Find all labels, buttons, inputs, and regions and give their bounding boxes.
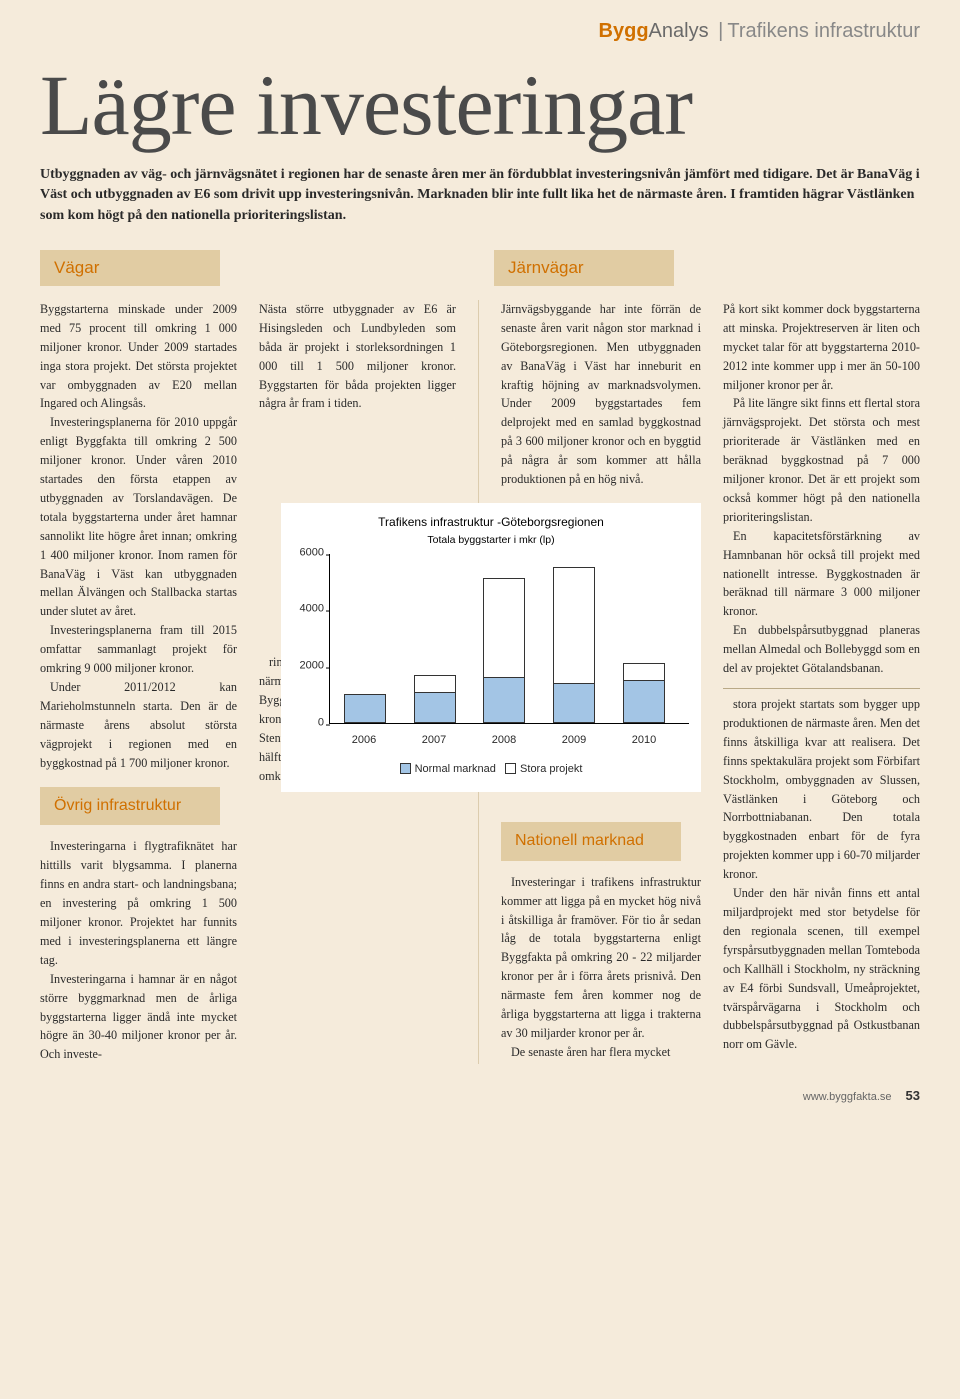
upper-columns: Byggstarterna minskade under 2009 med 75… [40,300,920,1064]
chart-bar-seg-normal [553,683,595,723]
legend-swatch-stora [505,763,516,774]
header-section: Trafikens infrastruktur [727,20,920,42]
body-text: Nästa större utbyggnader av E6 är Hising… [259,300,456,413]
chart-bar-seg-stora [623,663,665,680]
chart-subtitle: Totala byggstarter i mkr (lp) [293,532,689,548]
header: ByggAnalys |Trafikens infrastruktur [40,20,920,43]
footer: www.byggfakta.se 53 [40,1088,920,1103]
body-text: Investeringsplanerna för 2010 uppgår enl… [40,413,237,621]
col-4: På kort sikt kommer dock byggstarterna a… [723,300,920,1064]
chart-bar-seg-normal [344,694,386,722]
chart-legend: Normal marknad Stora projekt [293,761,689,778]
brand-bold: Bygg [599,20,649,42]
footer-url: www.byggfakta.se [803,1091,892,1103]
chart-bar [483,578,525,722]
body-text: Under den här nivån finns ett antal milj… [723,884,920,1054]
page: ByggAnalys |Trafikens infrastruktur Lägr… [0,0,960,1133]
chart-bar-seg-normal [414,692,456,723]
body-text: Investeringsplanerna fram till 2015 omfa… [40,621,237,678]
col-1-vagar-a: Byggstarterna minskade under 2009 med 75… [40,300,237,1064]
chart-bar [553,567,595,723]
chart-bar-slot [539,554,609,723]
section-head-vagar: Vägar [40,250,220,286]
section-heads-row: Vägar Järnvägar [40,250,920,286]
body-text: Investeringar i trafikens infrastruktur … [501,873,701,1043]
brand-light: Analys [649,20,709,42]
body-text: Investeringarna i flygtrafiknätet har hi… [40,837,237,969]
chart-plot: 0200040006000 [329,554,689,724]
chart-ytick: 4000 [294,601,324,618]
section-head-jarnvagar: Järnvägar [494,250,674,286]
chart-bar-seg-stora [483,578,525,677]
body-text: Järnvägsbyggande har inte förrän de sena… [501,300,701,489]
body-text: De senaste åren har flera mycket [501,1043,701,1062]
section-head-ovrig: Övrig infrastruktur [40,787,220,826]
chart-ytick: 2000 [294,658,324,675]
body-text: En dubbelspårsutbyggnad planeras mellan … [723,621,920,678]
chart-xlabels: 20062007200820092010 [329,732,689,749]
chart-xlabel: 2008 [469,732,539,749]
chart-xlabel: 2009 [539,732,609,749]
chart-xlabel: 2010 [609,732,679,749]
chart-bar-slot [330,554,400,723]
chart-bar [623,663,665,723]
body-text: Under 2011/2012 kan Marieholmstunneln st… [40,678,237,773]
legend-swatch-normal [400,763,411,774]
legend-label-normal: Normal marknad [415,763,496,775]
chart-bar-seg-stora [414,675,456,692]
chart-bar-seg-stora [553,567,595,683]
chart-bar [414,675,456,723]
chart-bar [344,694,386,722]
body-text: På lite längre sikt finns ett flertal st… [723,394,920,526]
page-title: Lägre investeringar [40,55,920,155]
chart-bar-seg-normal [483,677,525,722]
legend-label-stora: Stora projekt [520,763,582,775]
chart-ytick: 6000 [294,544,324,561]
thin-rule [723,688,920,689]
chart-bar-slot [400,554,470,723]
header-separator: | [718,20,723,42]
chart-container: Trafikens infrastruktur -Göteborgsregion… [281,503,701,792]
page-number: 53 [906,1088,920,1103]
body-text: Byggstarterna minskade under 2009 med 75… [40,300,237,413]
body-text: stora projekt startats som bygger upp pr… [723,695,920,884]
body-text: Investeringarna i hamnar är en något stö… [40,970,237,1065]
chart-title: Trafikens infrastruktur -Göteborgsregion… [293,513,689,532]
chart-bar-seg-normal [623,680,665,723]
col-3-jarnvagar: Järnvägsbyggande har inte förrän de sena… [501,300,701,1064]
chart-xlabel: 2007 [399,732,469,749]
chart-ytick: 0 [294,714,324,731]
chart-xlabel: 2006 [329,732,399,749]
lead-paragraph: Utbyggnaden av väg- och järnvägsnätet i … [40,165,920,226]
chart-bar-slot [470,554,540,723]
chart-bar-slot [609,554,679,723]
section-head-nationell: Nationell marknad [501,822,681,861]
body-text: En kapacitetsförstärkning av Hamnbanan h… [723,527,920,622]
body-text: På kort sikt kommer dock byggstarterna a… [723,300,920,395]
